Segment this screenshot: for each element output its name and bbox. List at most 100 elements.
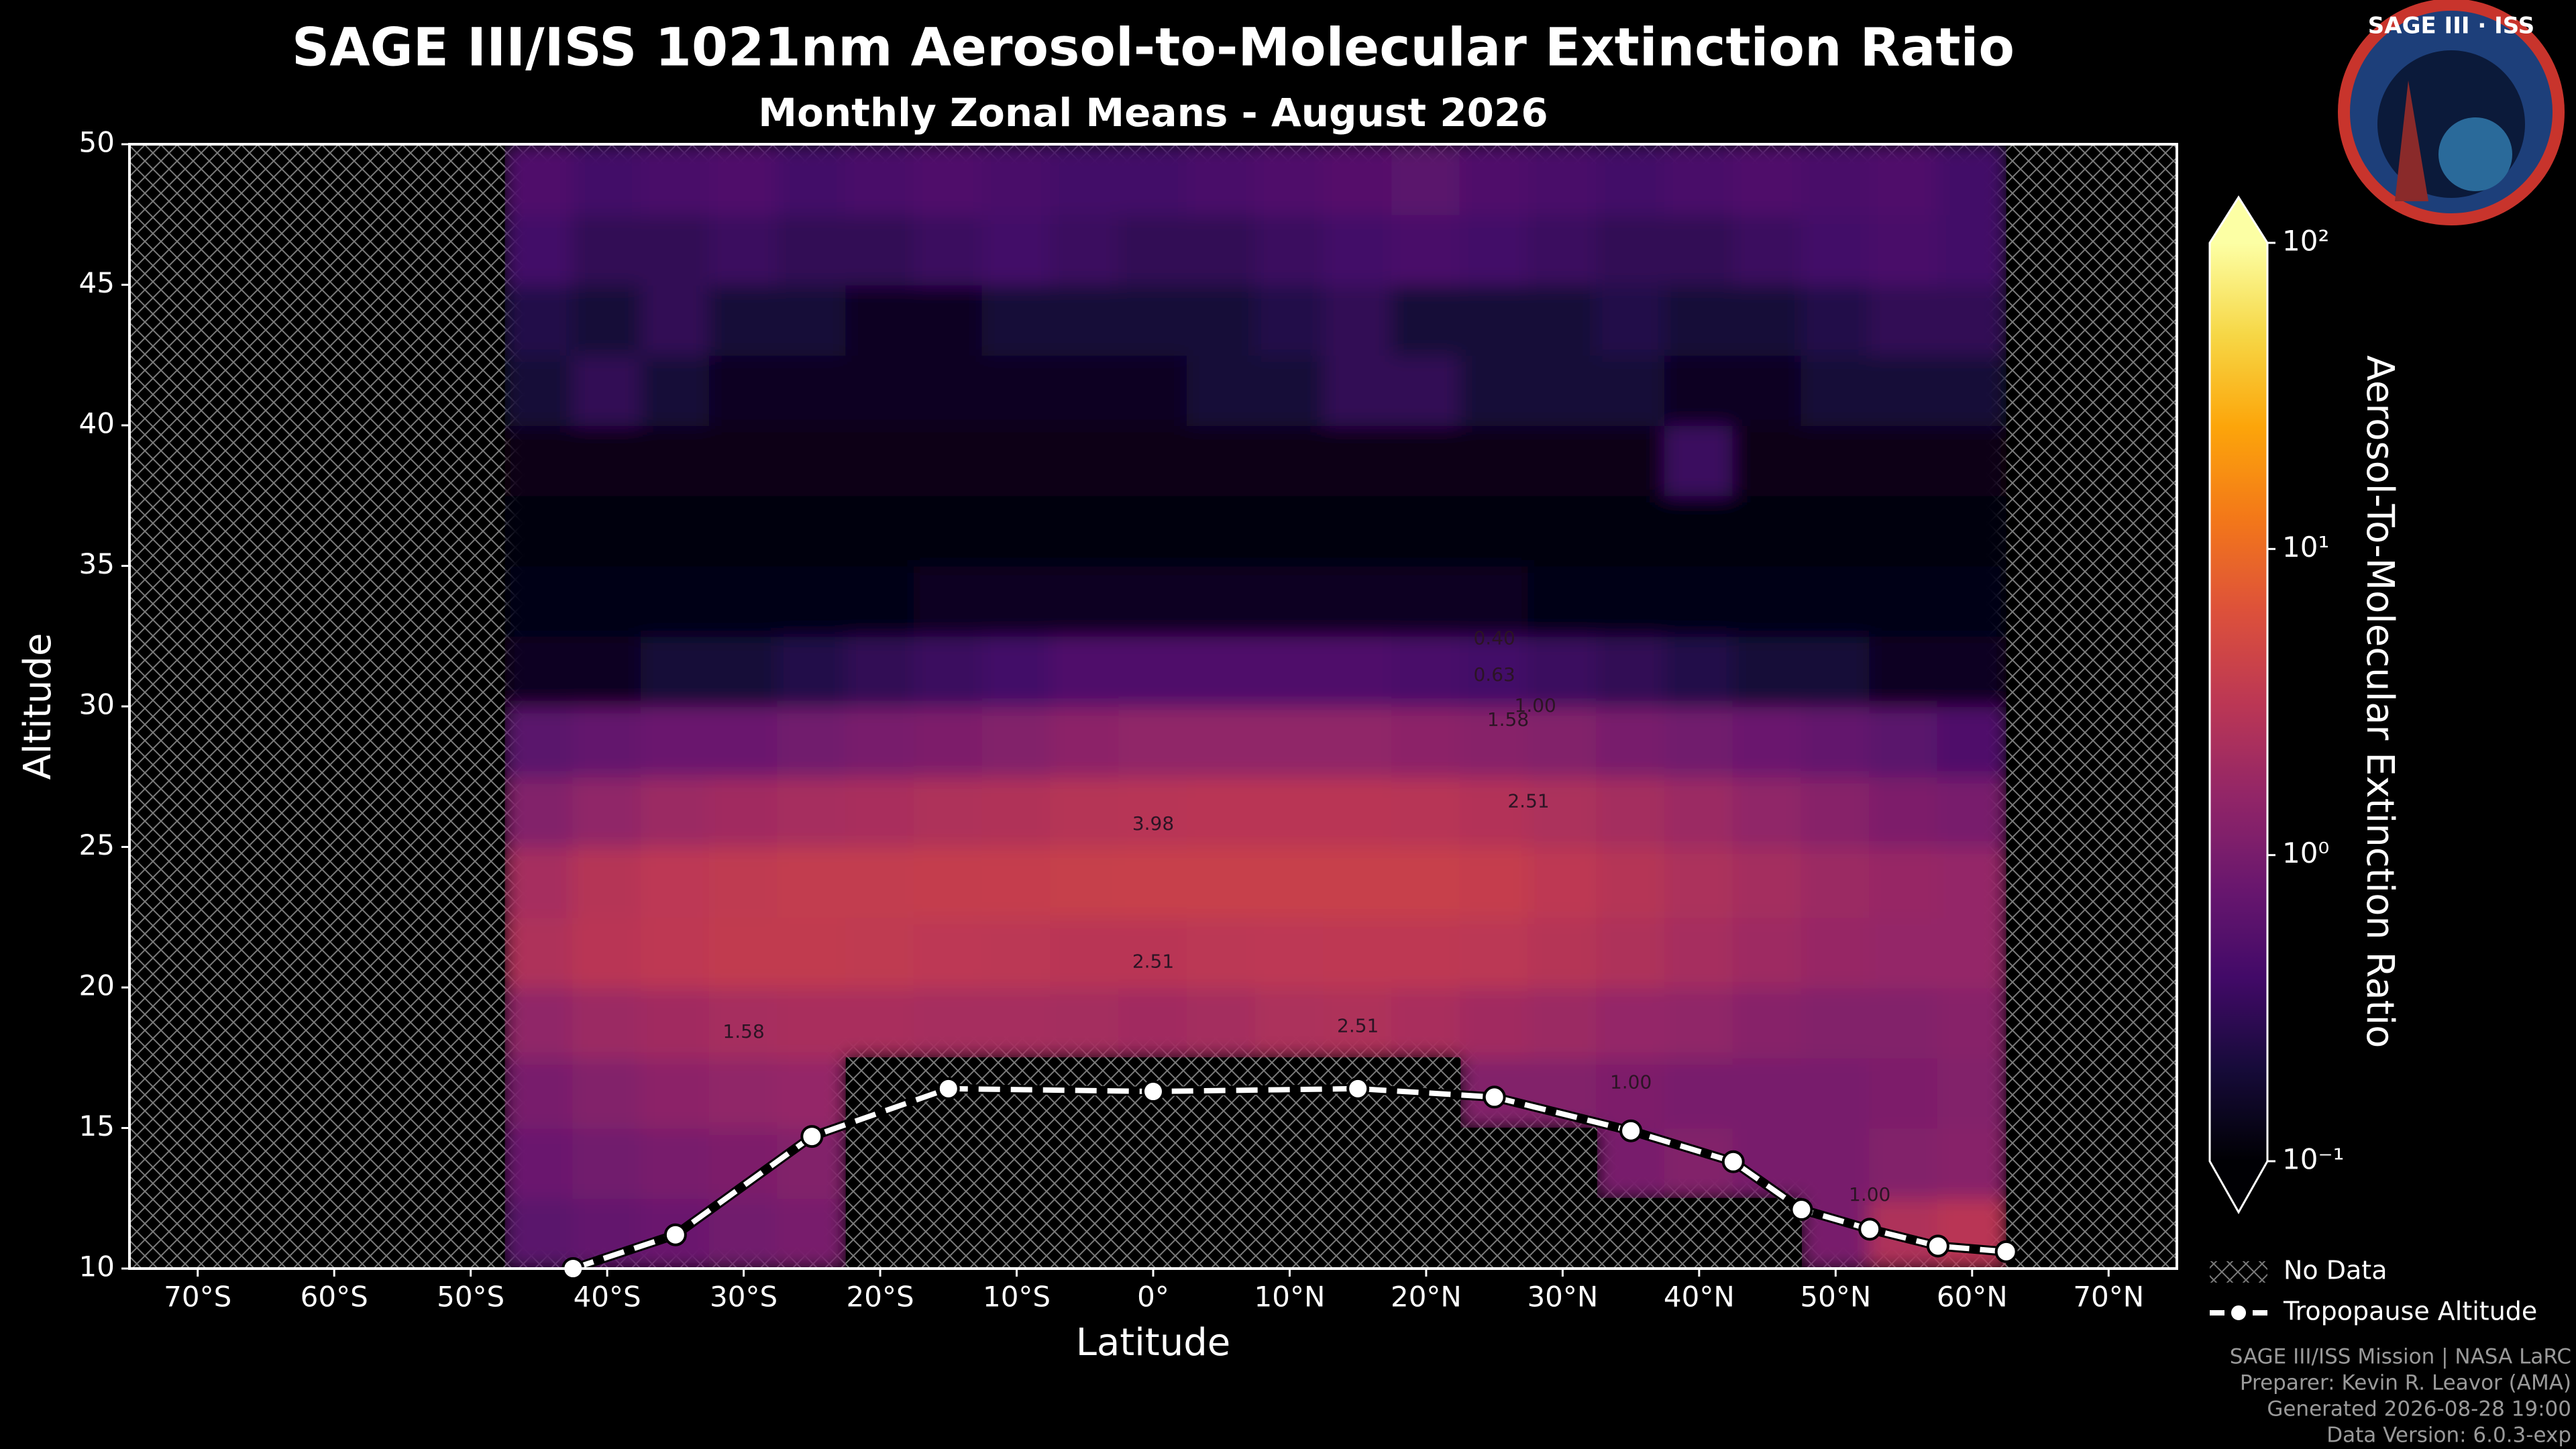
heatmap-cell (1937, 565, 2006, 637)
heatmap-cell (1732, 846, 1803, 918)
heatmap-cell (708, 144, 779, 215)
heatmap-cell (708, 354, 779, 426)
heatmap-cell (981, 916, 1052, 988)
y-tick-label: 25 (79, 828, 115, 861)
heatmap-cell (1527, 213, 1598, 286)
heatmap-cell (1596, 846, 1666, 918)
heatmap-cell (641, 635, 710, 707)
heatmap-cell (1186, 213, 1256, 286)
heatmap-cell (1391, 916, 1461, 988)
heatmap-cell (913, 425, 983, 496)
tropopause-marker (1346, 1077, 1370, 1100)
y-tick-label: 45 (79, 266, 115, 299)
heatmap-cell (504, 425, 574, 496)
no-data-cell (914, 1197, 983, 1269)
heatmap-cell (504, 1197, 574, 1269)
heatmap-cell (572, 425, 642, 496)
x-tick-label: 10°N (1254, 1281, 1326, 1313)
heatmap-cell (981, 706, 1052, 777)
heatmap-cell (1118, 846, 1188, 918)
no-data-cell (1255, 1197, 1324, 1269)
logo-text: SAGE III · ISS (2368, 13, 2534, 40)
contour-label: 1.00 (1610, 1071, 1652, 1093)
heatmap-cell (1869, 775, 1939, 848)
credit-line: Generated 2026-08-28 19:00 (2267, 1397, 2571, 1421)
heatmap-cell (572, 916, 642, 988)
heatmap-cell (1391, 144, 1461, 215)
heatmap-cell (572, 213, 642, 286)
heatmap-cell (504, 1057, 574, 1129)
heatmap-cell (1869, 144, 1939, 215)
heatmap-cell (1186, 494, 1256, 567)
heatmap-cell (1050, 144, 1120, 215)
heatmap-cell (1254, 846, 1325, 918)
heatmap-cell (1323, 916, 1393, 988)
heatmap-cell (1596, 706, 1666, 777)
no-data-cell (1187, 1197, 1256, 1269)
heatmap-cell (1118, 706, 1188, 777)
tropopause-marker (1790, 1198, 1813, 1222)
heatmap-cell (1937, 284, 2006, 356)
y-tick-label: 35 (79, 547, 115, 580)
heatmap-cell (845, 706, 915, 777)
heatmap-cell (572, 1057, 642, 1129)
heatmap-cell (1118, 635, 1188, 707)
heatmap-cell (1459, 987, 1529, 1059)
heatmap-cell (1596, 425, 1666, 496)
heatmap-cell (1254, 213, 1325, 286)
heatmap-cell (777, 494, 847, 567)
heatmap-cell (777, 1197, 847, 1269)
heatmap-cell (845, 775, 915, 848)
heatmap-cell (1323, 635, 1393, 707)
heatmap-cell (1391, 354, 1461, 426)
heatmap-cell (1391, 706, 1461, 777)
heatmap-cell (1527, 987, 1598, 1059)
heatmap-cell (777, 846, 847, 918)
contour-label: 0.63 (1473, 663, 1515, 686)
tropopause-marker (936, 1077, 960, 1100)
heatmap-cell (913, 846, 983, 918)
heatmap-cell (641, 846, 710, 918)
heatmap-cell (845, 987, 915, 1059)
heatmap-cell (708, 916, 779, 988)
no-data-cell (1460, 1128, 1529, 1199)
y-tick-label: 10 (79, 1250, 115, 1283)
no-data-cell (1050, 1128, 1120, 1199)
x-tick-label: 30°S (710, 1281, 777, 1313)
heatmap-cell (1801, 635, 1871, 707)
heatmap-cell (708, 846, 779, 918)
heatmap-cell (845, 144, 915, 215)
heatmap-cell (504, 1127, 574, 1199)
heatmap-cell (1186, 987, 1256, 1059)
heatmap-cell (1527, 284, 1598, 356)
heatmap-cell (777, 775, 847, 848)
colorbar-label: Aerosol-To-Molecular Extinction Ratio (2358, 356, 2402, 1049)
heatmap-cell (1664, 846, 1734, 918)
heatmap-cell (981, 494, 1052, 567)
heatmap-cell (641, 144, 710, 215)
no-data-cell (1255, 1128, 1324, 1199)
heatmap-cell (572, 635, 642, 707)
credit-line: Preparer: Kevin R. Leavor (AMA) (2240, 1371, 2571, 1395)
heatmap-cell (708, 494, 779, 567)
heatmap-cell (1596, 144, 1666, 215)
heatmap-cell (913, 213, 983, 286)
heatmap-cell (1801, 494, 1871, 567)
heatmap-cell (641, 775, 710, 848)
x-tick-label: 70°S (164, 1281, 231, 1313)
heatmap-cell (1459, 494, 1529, 567)
y-axis-label: Altitude (16, 633, 60, 780)
heatmap-cell (1937, 775, 2006, 848)
heatmap-cell (708, 987, 779, 1059)
heatmap-cell (981, 354, 1052, 426)
no-data-cell (845, 1128, 915, 1199)
y-tick-label: 15 (79, 1110, 115, 1142)
x-tick-label: 60°N (1937, 1281, 2008, 1313)
tropopause-marker (1142, 1080, 1165, 1104)
heatmap-cell (1118, 775, 1188, 848)
contour-label: 2.51 (1337, 1015, 1379, 1037)
heatmap-cell (1118, 425, 1188, 496)
heatmap-cell (708, 706, 779, 777)
heatmap-clip (504, 144, 2006, 1269)
tropopause-marker (663, 1223, 687, 1246)
